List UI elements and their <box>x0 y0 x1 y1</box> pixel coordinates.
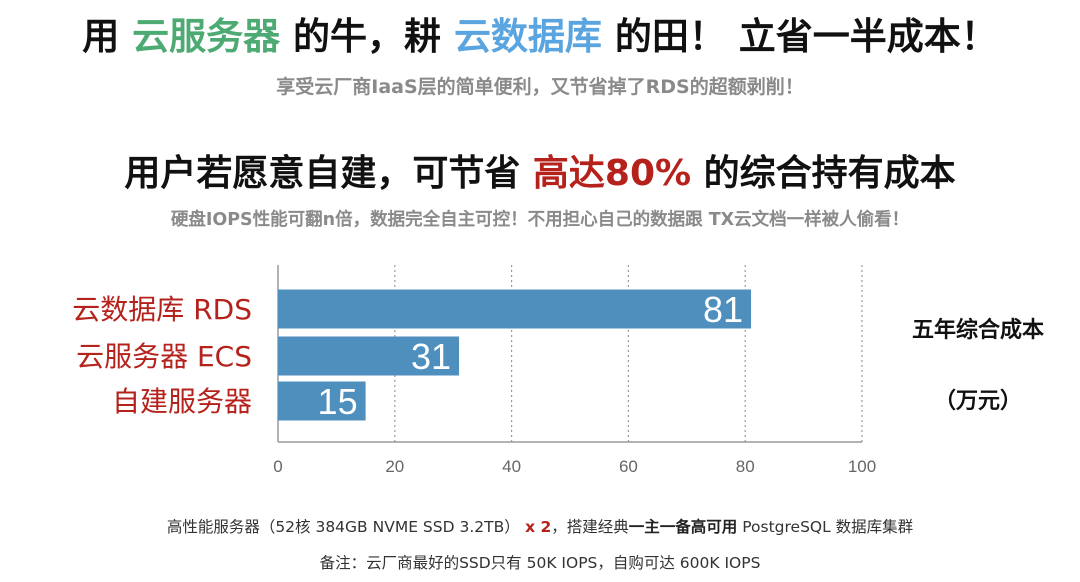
savings-subtitle: 硬盘IOPS性能可翻n倍，数据完全自主可控！不用担心自己的数据跟 TX云文档一样… <box>170 210 910 230</box>
footer-spec-emph: 一主一备高可用 <box>628 518 738 536</box>
footer-spec-x2: x 2 <box>519 518 552 536</box>
x-tick-label: 0 <box>273 457 282 476</box>
bar <box>278 381 366 421</box>
headline-cloud-db: 云数据库 <box>453 15 602 58</box>
bar <box>278 336 460 376</box>
footer-note: 备注：云厂商最好的SSD只有 50K IOPS，自购可达 600K IOPS <box>319 554 761 572</box>
savings-highlight: 高达80% <box>532 153 692 194</box>
main-headline: 用 云服务器 的牛，耕 云数据库 的田！ 立省一半成本！ <box>0 6 1080 60</box>
chart-side-label: 五年综合成本 <box>911 318 1044 343</box>
bar <box>278 289 752 329</box>
savings-part2: 的综合持有成本 <box>691 153 956 194</box>
headline-part1: 用 <box>82 15 133 58</box>
bar-value-label: 31 <box>411 336 451 377</box>
category-label: 自建服务器 <box>112 385 252 418</box>
headline-part3: 的田！ 立省一半成本！ <box>601 15 998 58</box>
x-tick-label: 40 <box>502 457 521 476</box>
x-tick-label: 100 <box>848 457 876 476</box>
x-tick-label: 20 <box>385 457 404 476</box>
headline-subtitle: 享受云厂商IaaS层的简单便利，又节省掉了RDS的超额剥削！ <box>276 76 804 98</box>
headline-part2: 的牛，耕 <box>280 15 454 58</box>
chart-unit-label: （万元） <box>933 389 1022 414</box>
category-label: 云数据库 RDS <box>72 293 252 326</box>
bar-value-label: 81 <box>703 289 743 330</box>
savings-part1: 用户若愿意自建，可节省 <box>124 153 533 194</box>
category-label: 云服务器 ECS <box>76 340 252 373</box>
x-tick-label: 60 <box>619 457 638 476</box>
footer-server-spec: 高性能服务器（52核 384GB NVME SSD 3.2TB） x 2，搭建经… <box>0 515 1080 537</box>
footer-spec-b: ，搭建经典 <box>551 518 629 536</box>
x-tick-label: 80 <box>736 457 755 476</box>
footer-spec-c: PostgreSQL 数据库集群 <box>737 518 914 536</box>
bar-value-label: 15 <box>318 381 358 422</box>
footer-spec-a: 高性能服务器（52核 384GB NVME SSD 3.2TB） <box>166 518 520 536</box>
headline-cloud-server: 云服务器 <box>132 15 281 58</box>
savings-headline: 用户若愿意自建，可节省 高达80% 的综合持有成本 <box>0 144 1080 196</box>
